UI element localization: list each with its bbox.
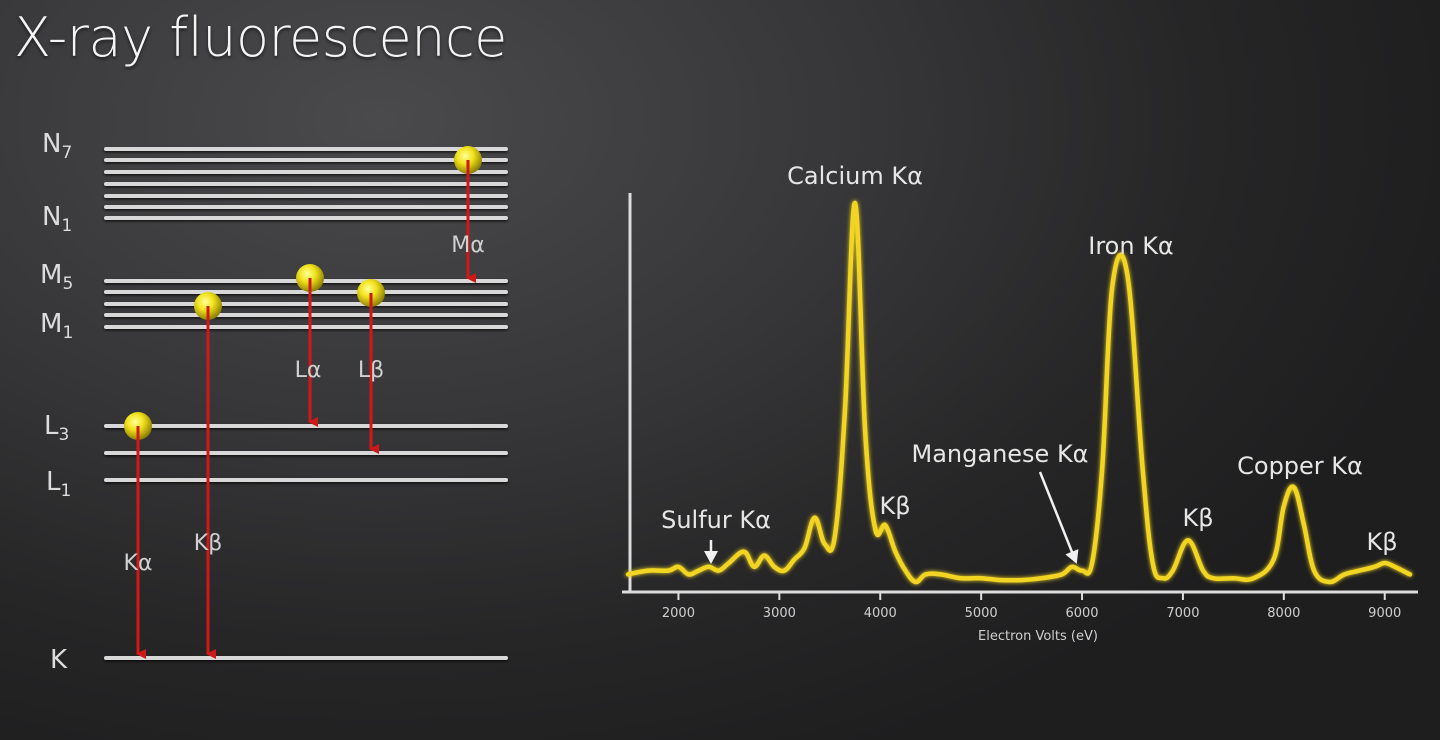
shell-label-K: K [50, 645, 68, 675]
shell-label-N1: N1 [42, 202, 72, 236]
transition-label-Kα: Kα [124, 551, 153, 576]
shell-labels: N7 N1 M5 M1 L3 L1 K [40, 129, 73, 675]
peak-label: Sulfur Kα [661, 506, 771, 534]
x-tick-label: 4000 [864, 606, 897, 621]
energy-level-diagram: N7 N1 M5 M1 L3 L1 K Kα Kβ Lα Lβ Mα [40, 129, 508, 675]
x-axis-title: Electron Volts (eV) [978, 629, 1098, 644]
slide-title: X-ray fluorescence [14, 6, 507, 69]
peak-label: Manganese Kα [912, 440, 1089, 468]
peak-label: Calcium Kα [787, 162, 923, 190]
peak-annotations: Calcium Kα Kβ Sulfur Kα Manganese Kα Iron Kα… [661, 162, 1398, 564]
shell-label-L3: L3 [44, 411, 69, 445]
x-tick-label: 3000 [763, 606, 796, 621]
x-axis-ticks: 2000 3000 4000 5000 6000 7000 8000 9000 [662, 592, 1401, 621]
x-tick-label: 7000 [1166, 606, 1199, 621]
transition-labels: Kα Kβ Lα Lβ Mα [124, 233, 485, 576]
peak-label: Kβ [879, 492, 910, 520]
x-tick-label: 8000 [1267, 606, 1300, 621]
x-tick-label: 2000 [662, 606, 695, 621]
peak-label: Iron Kα [1088, 232, 1174, 260]
transition-label-Mα: Mα [451, 233, 484, 258]
x-tick-label: 6000 [1065, 606, 1098, 621]
shell-label-M5: M5 [40, 260, 73, 294]
shell-label-N7: N7 [42, 129, 72, 163]
arrowhead-icon [704, 551, 718, 564]
electrons [124, 146, 482, 442]
shell-label-M1: M1 [40, 309, 73, 343]
transition-arrows [136, 160, 476, 659]
x-tick-label: 9000 [1368, 606, 1401, 621]
peak-label: Copper Kα [1237, 452, 1363, 480]
spectrum-line [625, 200, 1413, 585]
arrowhead-icon [1065, 549, 1079, 564]
peak-label: Kβ [1366, 528, 1397, 556]
peak-label: Kβ [1182, 504, 1213, 532]
transition-label-Lα: Lα [295, 358, 322, 383]
transition-label-Kβ: Kβ [194, 531, 222, 556]
shell-lines [104, 147, 508, 660]
transition-label-Lβ: Lβ [358, 358, 384, 383]
shell-label-L1: L1 [46, 467, 71, 501]
x-tick-label: 5000 [965, 606, 998, 621]
annotation-arrow-icon [1038, 471, 1078, 563]
xrf-spectrum-chart: 2000 3000 4000 5000 6000 7000 8000 9000 Electro… [622, 162, 1418, 644]
